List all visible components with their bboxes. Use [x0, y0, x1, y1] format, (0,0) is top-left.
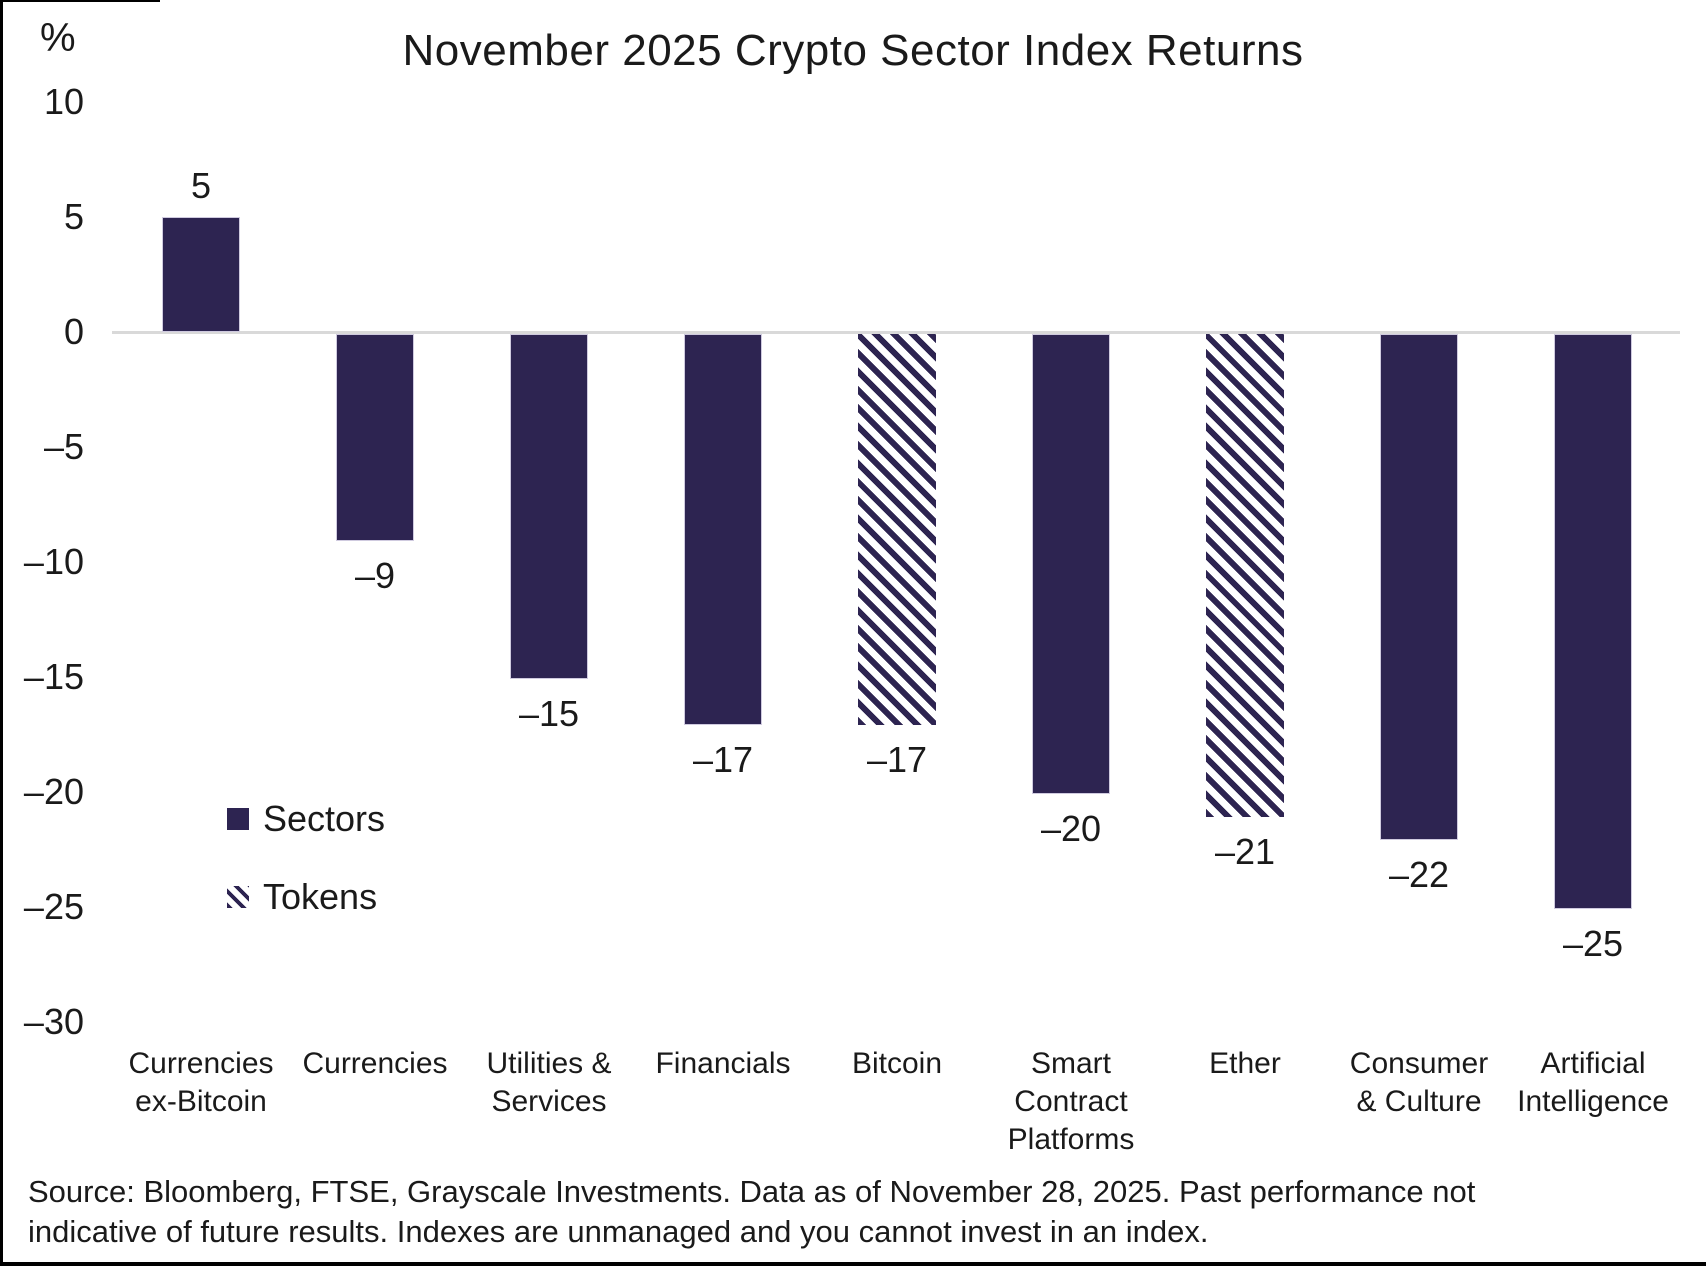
- x-label-smart-contract-platforms: Smart Contract Platforms: [1007, 1047, 1135, 1156]
- legend: Sectors Tokens: [227, 796, 385, 952]
- top-border-segment: [0, 0, 160, 2]
- x-label-artificial-intelligence: Artificial Intelligence: [1517, 1047, 1669, 1118]
- legend-label-sectors: Sectors: [263, 798, 386, 839]
- y-tick-–25: –25: [23, 886, 84, 927]
- y-tick-0: 0: [63, 311, 84, 352]
- y-tick-–5: –5: [43, 426, 84, 467]
- bar-utilities-services: [510, 334, 588, 679]
- y-tick-–15: –15: [23, 656, 84, 697]
- value-label-smart-contract-platforms: –20: [1040, 808, 1102, 849]
- bar-currencies: [336, 334, 414, 541]
- y-tick-–20: –20: [23, 771, 84, 812]
- value-label-ether: –21: [1214, 831, 1276, 872]
- y-tick-–30: –30: [23, 1001, 84, 1042]
- bar-ether: [1206, 334, 1284, 817]
- y-tick-5: 5: [63, 196, 84, 237]
- x-label-utilities-services: Utilities & Services: [486, 1047, 612, 1118]
- bar-financials: [684, 334, 762, 725]
- x-label-financials: Financials: [655, 1047, 791, 1080]
- y-tick-–10: –10: [23, 541, 84, 582]
- x-label-consumer-culture: Consumer & Culture: [1349, 1047, 1489, 1118]
- zero-gridline: [112, 331, 1680, 334]
- bar-bitcoin: [858, 334, 936, 725]
- source-line-1: Source: Bloomberg, FTSE, Grayscale Inves…: [28, 1174, 1476, 1209]
- x-label-bitcoin: Bitcoin: [851, 1047, 943, 1080]
- legend-label-tokens: Tokens: [263, 876, 378, 917]
- value-label-bitcoin: –17: [866, 739, 928, 780]
- bar-consumer-culture: [1380, 334, 1458, 840]
- source-note: Source: Bloomberg, FTSE, Grayscale Inves…: [28, 1172, 1668, 1252]
- value-label-financials: –17: [692, 739, 754, 780]
- legend-item-sectors: Sectors: [227, 796, 385, 842]
- bar-artificial-intelligence: [1554, 334, 1632, 909]
- x-label-currencies-ex-bitcoin: Currencies ex-Bitcoin: [128, 1047, 274, 1118]
- x-label-currencies: Currencies: [302, 1047, 448, 1080]
- bar-smart-contract-platforms: [1032, 334, 1110, 794]
- x-label-ether: Ether: [1209, 1047, 1281, 1080]
- value-label-consumer-culture: –22: [1388, 854, 1450, 895]
- y-axis-unit-label: %: [40, 16, 76, 60]
- value-label-currencies: –9: [354, 555, 396, 596]
- legend-item-tokens: Tokens: [227, 874, 385, 920]
- bar-currencies-ex-bitcoin: [162, 217, 240, 332]
- value-label-currencies-ex-bitcoin: 5: [190, 165, 212, 206]
- tokens-swatch-icon: [227, 886, 249, 908]
- value-label-artificial-intelligence: –25: [1562, 923, 1624, 964]
- source-line-2: indicative of future results. Indexes ar…: [28, 1214, 1209, 1249]
- chart-title: November 2025 Crypto Sector Index Return…: [402, 26, 1304, 75]
- y-tick-10: 10: [43, 81, 84, 122]
- value-label-utilities-services: –15: [518, 693, 580, 734]
- bottom-border: [0, 1262, 1706, 1266]
- left-border: [0, 0, 3, 1266]
- sectors-swatch-icon: [227, 808, 249, 830]
